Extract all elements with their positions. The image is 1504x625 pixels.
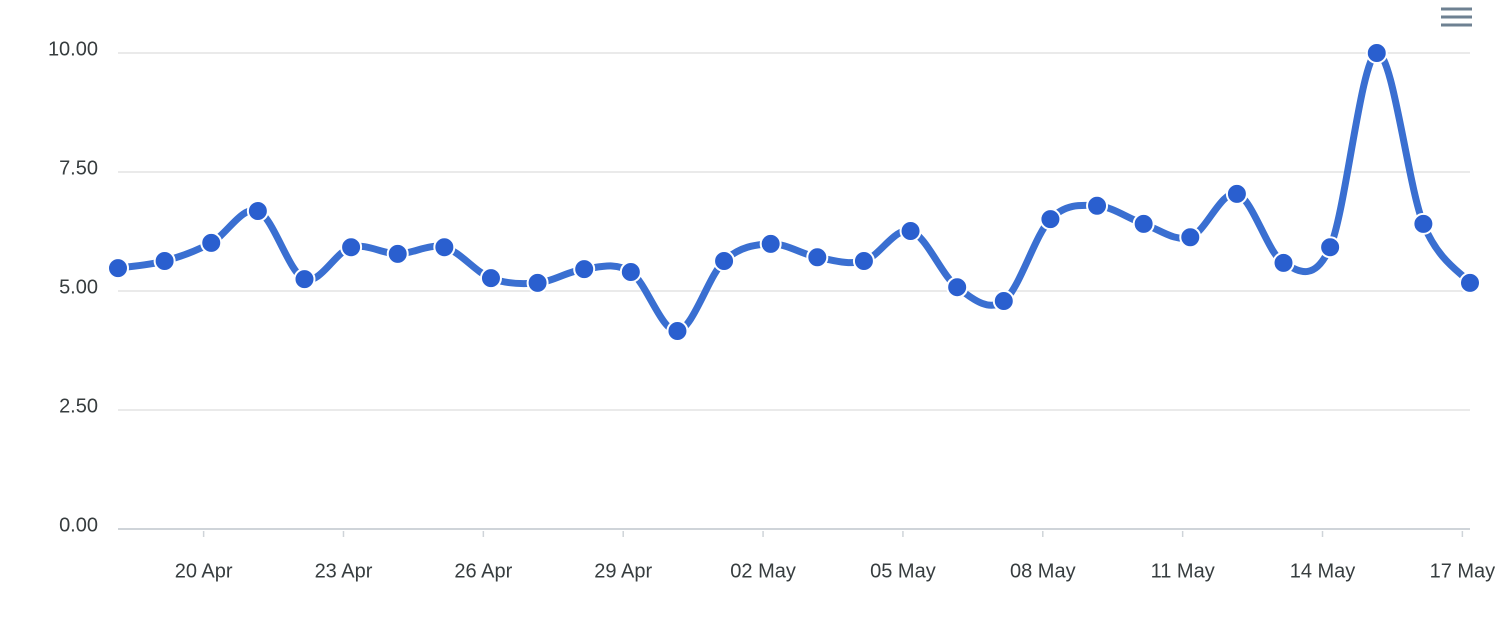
point [433, 236, 456, 259]
y-tick-label: 5.00 [59, 276, 98, 298]
point [946, 276, 969, 299]
point [526, 271, 549, 294]
point [806, 246, 829, 269]
point [992, 289, 1015, 312]
point [1272, 251, 1295, 274]
point [573, 258, 596, 281]
point [713, 250, 736, 273]
x-tick-label: 14 May [1290, 560, 1356, 582]
point [1039, 208, 1062, 231]
point [619, 260, 642, 283]
point [153, 250, 176, 273]
point [1319, 236, 1342, 259]
point [1225, 182, 1248, 205]
x-tick-label: 20 Apr [175, 560, 233, 582]
point [386, 242, 409, 265]
point [1412, 212, 1435, 235]
point [1365, 42, 1388, 64]
x-tick-label: 08 May [1010, 560, 1076, 582]
point [479, 267, 502, 290]
point [759, 232, 782, 255]
point [107, 257, 129, 280]
point [666, 319, 689, 342]
point [852, 250, 875, 273]
x-tick-label: 17 May [1430, 560, 1496, 582]
point [1179, 226, 1202, 249]
point [293, 268, 316, 291]
x-tick-label: 29 Apr [594, 560, 652, 582]
x-tick-label: 23 Apr [315, 560, 373, 582]
point [200, 231, 223, 254]
point [340, 236, 363, 259]
point [899, 220, 922, 243]
y-tick-label: 0.00 [59, 514, 98, 536]
x-tick-label: 05 May [870, 560, 936, 582]
y-tick-label: 10.00 [48, 38, 98, 60]
x-tick-label: 02 May [730, 560, 796, 582]
point [1132, 212, 1155, 235]
x-tick-label: 11 May [1151, 560, 1215, 582]
line [117, 49, 1473, 335]
point [1459, 271, 1481, 294]
x-tick-label: 26 Apr [454, 560, 512, 582]
point [246, 200, 269, 223]
menu-icon[interactable] [1441, 7, 1472, 27]
y-tick-label: 7.50 [59, 157, 98, 179]
y-tick-label: 2.50 [59, 395, 98, 417]
point [1086, 194, 1109, 217]
